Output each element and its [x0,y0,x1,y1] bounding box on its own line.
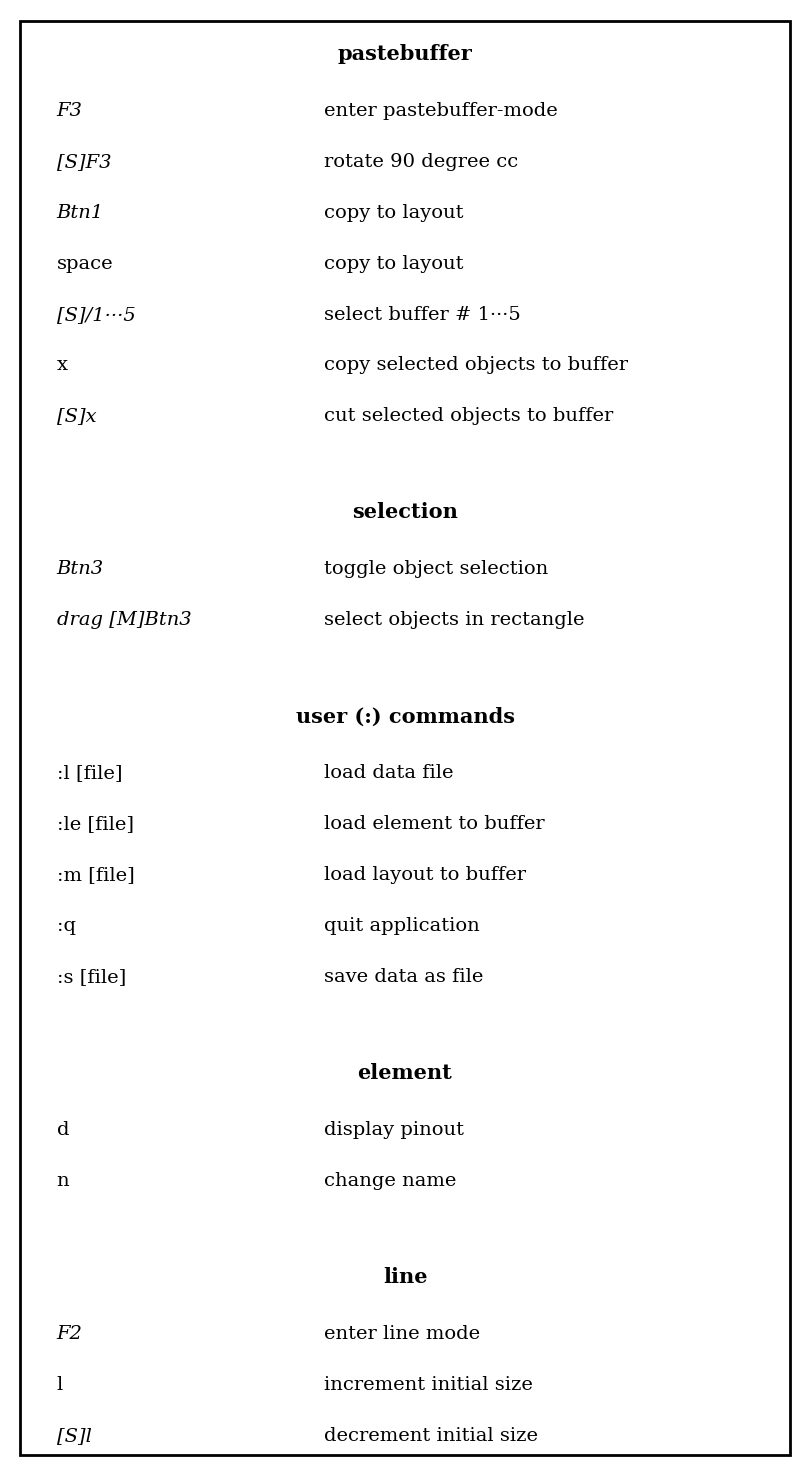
Text: F3: F3 [57,103,83,121]
Text: :m [file]: :m [file] [57,866,134,884]
Text: [S]F3: [S]F3 [57,153,111,171]
Text: :s [file]: :s [file] [57,968,126,985]
Text: d: d [57,1121,69,1139]
Text: :le [file]: :le [file] [57,815,134,834]
Text: enter pastebuffer-mode: enter pastebuffer-mode [324,103,558,121]
Text: pastebuffer: pastebuffer [338,44,472,65]
Text: load element to buffer: load element to buffer [324,815,544,834]
Text: F2: F2 [57,1324,83,1343]
Text: Btn3: Btn3 [57,560,104,579]
Text: save data as file: save data as file [324,968,484,985]
Text: load layout to buffer: load layout to buffer [324,866,526,884]
Text: cut selected objects to buffer: cut selected objects to buffer [324,407,613,426]
Text: drag [M]Btn3: drag [M]Btn3 [57,611,191,629]
Text: :q: :q [57,916,75,935]
Text: copy selected objects to buffer: copy selected objects to buffer [324,356,628,374]
Text: change name: change name [324,1171,456,1190]
Text: space: space [57,255,113,273]
Text: toggle object selection: toggle object selection [324,560,548,579]
Text: display pinout: display pinout [324,1121,464,1139]
Text: user (:) commands: user (:) commands [296,706,514,726]
Text: enter line mode: enter line mode [324,1324,480,1343]
Text: :l [file]: :l [file] [57,764,122,782]
Text: l: l [57,1376,63,1393]
Text: copy to layout: copy to layout [324,203,463,222]
Text: select buffer # 1···5: select buffer # 1···5 [324,305,521,324]
Text: load data file: load data file [324,764,454,782]
Text: select objects in rectangle: select objects in rectangle [324,611,585,629]
Text: [S]x: [S]x [57,407,96,426]
Text: increment initial size: increment initial size [324,1376,533,1393]
Text: Btn1: Btn1 [57,203,104,222]
Text: [S]l: [S]l [57,1426,92,1445]
Text: decrement initial size: decrement initial size [324,1426,538,1445]
Text: x: x [57,356,68,374]
Text: line: line [383,1267,427,1287]
Text: selection: selection [352,502,458,523]
Text: quit application: quit application [324,916,480,935]
Text: [S]/1···5: [S]/1···5 [57,305,135,324]
FancyBboxPatch shape [20,21,790,1455]
Text: rotate 90 degree cc: rotate 90 degree cc [324,153,518,171]
Text: element: element [358,1062,452,1083]
Text: n: n [57,1171,70,1190]
Text: copy to layout: copy to layout [324,255,463,273]
